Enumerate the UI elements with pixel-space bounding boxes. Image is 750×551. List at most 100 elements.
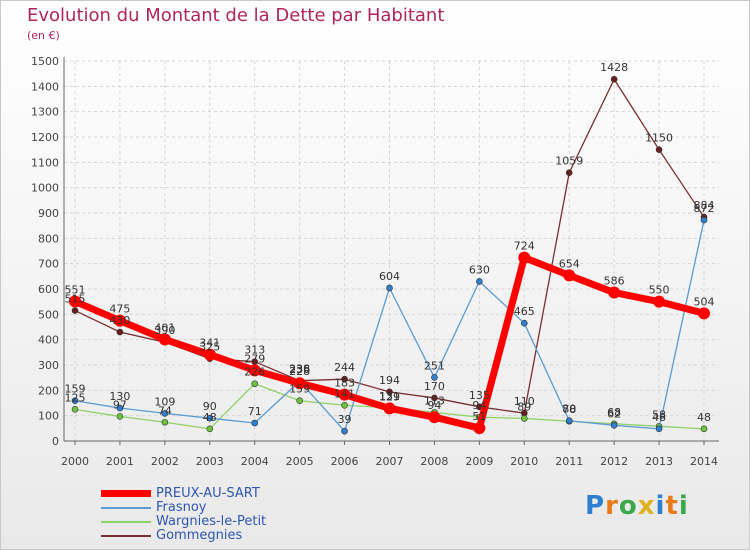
data-label: 465 xyxy=(514,305,535,318)
data-label: 129 xyxy=(379,390,400,403)
data-point xyxy=(700,425,708,433)
data-label: 48 xyxy=(652,411,666,424)
data-label: 94 xyxy=(427,399,441,412)
data-point xyxy=(206,414,214,422)
grid-lines xyxy=(64,60,719,442)
y-tick-label: 300 xyxy=(38,359,59,372)
data-point xyxy=(565,169,573,177)
data-point xyxy=(251,380,259,388)
data-label: 39 xyxy=(338,413,352,426)
data-label: 430 xyxy=(109,314,130,327)
y-tick-label: 200 xyxy=(38,384,59,397)
x-tick-label: 2007 xyxy=(376,455,404,468)
data-label: 586 xyxy=(604,275,625,288)
data-label: 131 xyxy=(379,390,400,403)
x-tick-label: 2006 xyxy=(331,455,359,468)
data-label: 244 xyxy=(334,361,355,374)
data-point xyxy=(341,401,348,409)
legend-swatch xyxy=(101,521,151,523)
logo-letter: r xyxy=(605,491,619,521)
data-point xyxy=(161,418,169,426)
data-label: 74 xyxy=(158,404,172,417)
data-point xyxy=(383,402,396,415)
data-label: 251 xyxy=(424,359,445,372)
y-tick-label: 900 xyxy=(38,207,59,220)
y-tick-label: 1100 xyxy=(31,156,59,169)
data-label: 159 xyxy=(65,383,86,396)
data-label: 78 xyxy=(562,403,576,416)
legend-item: Frasnoy xyxy=(101,500,401,515)
x-tick-label: 2014 xyxy=(690,455,718,468)
data-point xyxy=(653,295,666,308)
y-tick-label: 1400 xyxy=(31,80,59,93)
legend-item: Wargnies-le-Petit xyxy=(101,514,401,529)
data-label: 279 xyxy=(244,352,265,365)
y-tick-label: 0 xyxy=(52,435,59,448)
data-label: 604 xyxy=(379,270,400,283)
data-point xyxy=(296,397,303,405)
data-label: 94 xyxy=(472,399,486,412)
data-point xyxy=(655,425,663,433)
data-label: 872 xyxy=(694,202,715,215)
y-tick-label: 400 xyxy=(38,334,59,347)
data-label: 62 xyxy=(607,407,621,420)
data-point xyxy=(610,75,618,83)
legend: PREUX-AU-SART Frasnoy Wargnies-le-Petit … xyxy=(101,486,401,543)
legend-swatch xyxy=(101,535,151,537)
data-point xyxy=(386,284,393,292)
legend-item: Gommegnies xyxy=(101,528,401,543)
data-point xyxy=(116,413,124,420)
data-label: 654 xyxy=(559,257,580,270)
data-point xyxy=(655,146,663,153)
x-tick-label: 2000 xyxy=(61,455,89,468)
x-tick-label: 2013 xyxy=(645,455,673,468)
logo-letter: P xyxy=(585,491,606,521)
data-point xyxy=(520,415,528,422)
x-tick-label: 2002 xyxy=(151,455,179,468)
data-label: 135 xyxy=(469,389,490,402)
data-point xyxy=(563,269,576,282)
data-point xyxy=(116,328,124,336)
data-label: 551 xyxy=(65,283,86,296)
data-label: 183 xyxy=(334,377,355,390)
data-point xyxy=(71,307,79,314)
data-label: 80 xyxy=(562,403,576,416)
data-point xyxy=(518,251,531,264)
data-point xyxy=(431,374,438,381)
data-label: 341 xyxy=(199,337,220,350)
data-labels: 5514754013412792281831299451724654586550… xyxy=(65,61,715,426)
logo-letter: i xyxy=(678,491,689,521)
data-point xyxy=(71,397,79,405)
legend-item: PREUX-AU-SART xyxy=(101,486,401,501)
y-tick-label: 1200 xyxy=(31,131,59,144)
data-label: 110 xyxy=(514,395,535,408)
data-point xyxy=(610,421,618,429)
data-label: 401 xyxy=(154,321,175,334)
data-point xyxy=(203,348,216,361)
y-tick-label: 100 xyxy=(38,410,59,423)
data-label: 724 xyxy=(514,240,535,253)
data-label: 238 xyxy=(289,363,310,376)
data-label: 630 xyxy=(469,263,490,276)
data-label: 109 xyxy=(154,395,175,408)
data-label: 194 xyxy=(379,374,400,387)
legend-label: PREUX-AU-SART xyxy=(156,486,260,501)
data-point xyxy=(520,319,528,327)
legend-swatch xyxy=(101,507,151,509)
data-label: 71 xyxy=(248,405,262,418)
data-point xyxy=(158,333,171,346)
data-label: 170 xyxy=(424,380,445,393)
data-point xyxy=(161,410,169,417)
x-tick-label: 2012 xyxy=(600,455,628,468)
data-point xyxy=(473,422,486,435)
data-point xyxy=(206,425,214,433)
data-point xyxy=(113,314,126,327)
y-tick-label: 600 xyxy=(38,283,59,296)
data-label: 130 xyxy=(109,390,130,403)
x-tick-label: 2010 xyxy=(510,455,538,468)
y-tick-label: 1000 xyxy=(31,182,59,195)
legend-label: Gommegnies xyxy=(156,528,243,543)
data-label: 1428 xyxy=(600,61,628,74)
data-label: 475 xyxy=(109,303,130,316)
